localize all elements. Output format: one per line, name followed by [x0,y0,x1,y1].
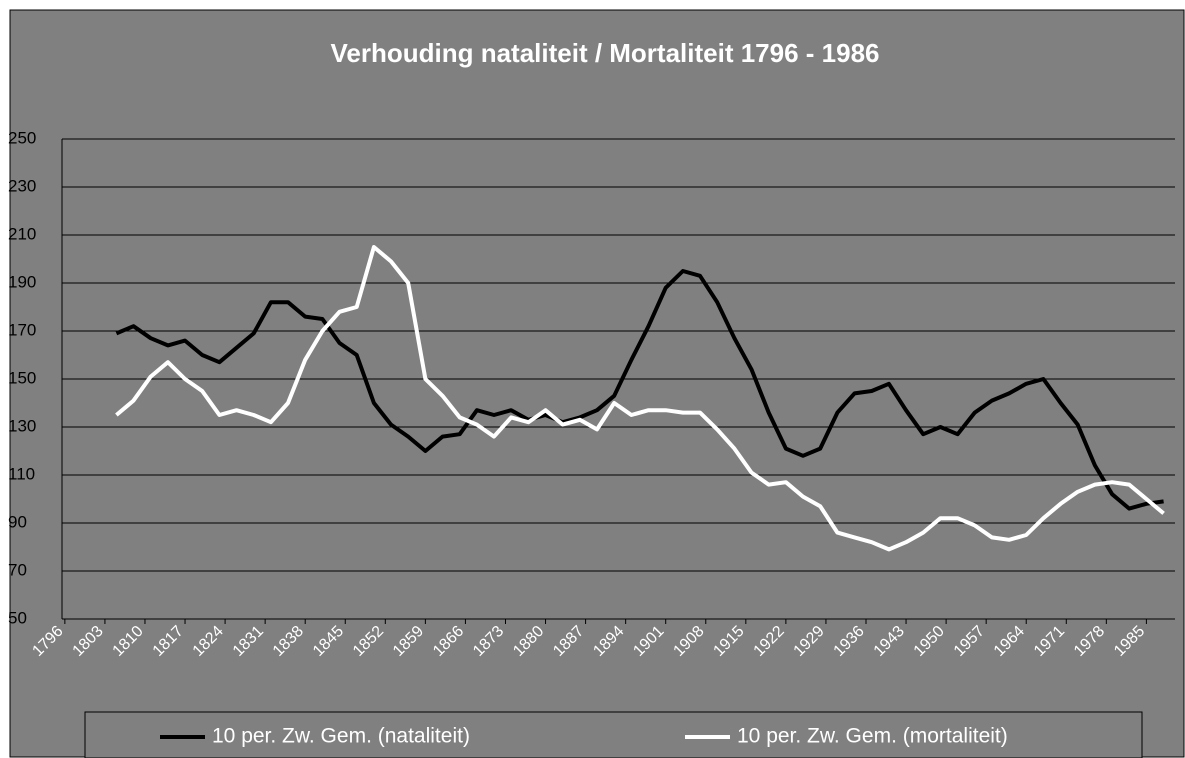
y-tick-label: 250 [8,128,36,147]
y-tick-label: 190 [8,272,36,291]
y-tick-label: 150 [8,368,36,387]
series-line [115,245,1165,552]
series-line [115,269,1164,511]
chart-background [9,9,1185,758]
y-tick-label: 50 [8,608,27,627]
legend-label: 10 per. Zw. Gem. (mortaliteit) [737,725,1008,748]
y-tick-label: 230 [8,176,36,195]
legend [84,711,1143,758]
y-tick-label: 70 [8,560,27,579]
y-tick-label: 210 [8,224,36,243]
y-tick-label: 90 [8,512,27,531]
legend-label: 10 per. Zw. Gem. (nataliteit) [212,725,470,748]
y-tick-label: 110 [8,464,35,483]
y-tick-label: 170 [8,320,36,339]
y-tick-label: 130 [8,416,36,435]
chart-title: Verhouding nataliteit / Mortaliteit 1796… [330,38,879,68]
